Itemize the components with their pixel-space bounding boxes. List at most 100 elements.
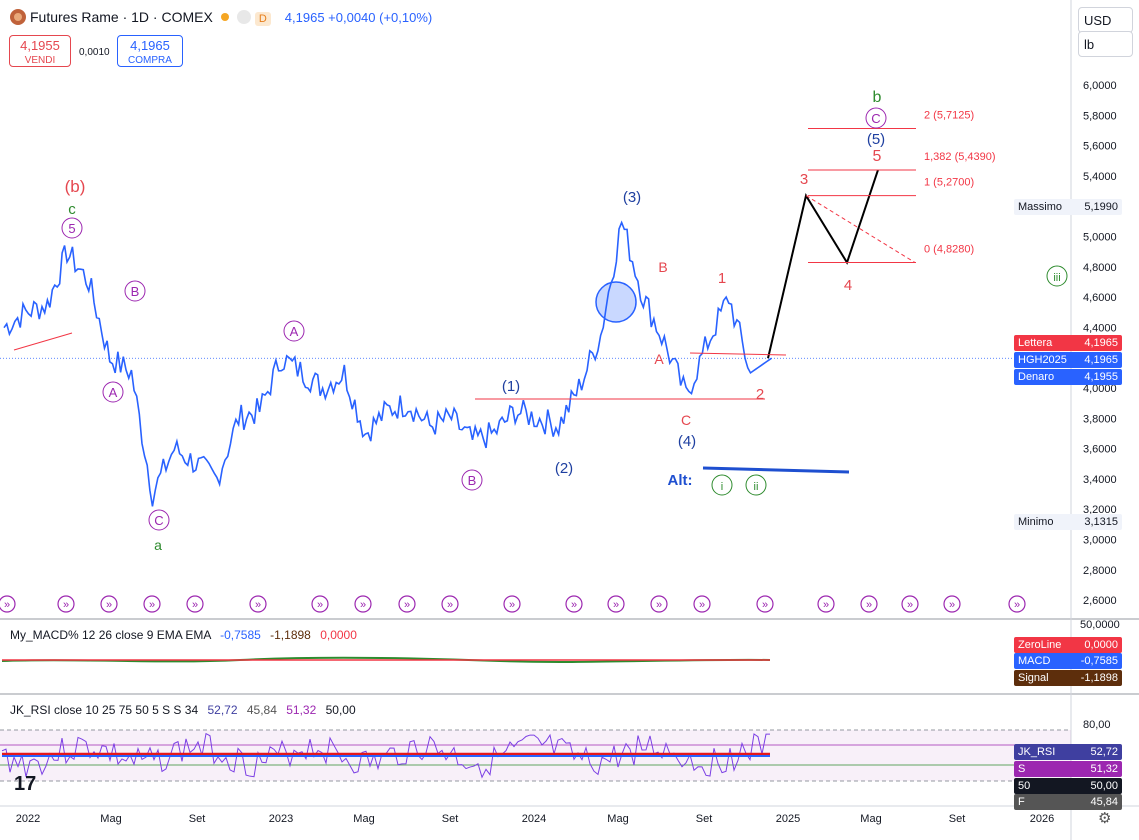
wave-label: c xyxy=(68,201,76,218)
event-icon xyxy=(943,595,961,613)
time-tick: Mag xyxy=(860,813,881,825)
wave-label: 3 xyxy=(800,171,808,188)
wave-label: (b) xyxy=(65,177,86,196)
event-icon xyxy=(100,595,118,613)
wave-circle xyxy=(745,474,767,496)
chart-title: Futures Rame · 1D · COMEX xyxy=(30,9,213,25)
price-label: Denaro 4,1955 xyxy=(1014,369,1122,385)
wave-label: (4) xyxy=(678,433,696,450)
wave-label: C xyxy=(871,111,880,126)
macd-value-3: 0,0000 xyxy=(320,628,357,642)
fib-label: 1 (5,2700) xyxy=(924,177,974,189)
wave-label: 4 xyxy=(844,277,852,294)
wave-circle xyxy=(461,469,483,491)
time-tick: Set xyxy=(442,813,459,825)
price-tick: 4,0000 xyxy=(1083,383,1117,395)
wave-circle xyxy=(102,381,124,403)
macd-value-2: -1,1898 xyxy=(270,628,311,642)
price-tick: 6,0000 xyxy=(1083,80,1117,92)
event-icon xyxy=(57,595,75,613)
price-label: Lettera 4,1965 xyxy=(1014,335,1122,351)
wave-label: i xyxy=(721,481,723,493)
spread-value: 0,0010 xyxy=(79,47,110,58)
price-tick: 3,8000 xyxy=(1083,413,1117,425)
settings-gear-icon[interactable]: ⚙ xyxy=(1098,810,1112,827)
wave-label: B xyxy=(131,284,140,299)
event-icon xyxy=(249,595,267,613)
price-tick: 4,4000 xyxy=(1083,322,1117,334)
event-icon: » xyxy=(823,599,829,611)
price-tick: 3,2000 xyxy=(1083,504,1117,516)
time-tick: 2024 xyxy=(522,813,546,825)
event-icon: » xyxy=(866,599,872,611)
macd-title: My_MACD% 12 26 close 9 EMA EMA xyxy=(10,628,211,642)
wave-label: A xyxy=(654,351,664,367)
event-icon: » xyxy=(1014,599,1020,611)
rsi-label: S 51,32 xyxy=(1014,761,1122,777)
sell-button[interactable]: 4,1955 VENDI xyxy=(9,35,71,67)
wave-label: B xyxy=(468,473,477,488)
rsi-label: 50 50,00 xyxy=(1014,778,1122,794)
wave-label: ii xyxy=(754,481,759,493)
sell-price: 4,1955 xyxy=(20,38,60,53)
highlight-circle xyxy=(595,281,637,323)
macd-title-row: My_MACD% 12 26 close 9 EMA EMA -0,7585 -… xyxy=(10,628,357,642)
wave-label: (2) xyxy=(555,460,573,477)
time-tick: Mag xyxy=(353,813,374,825)
wave-label: C xyxy=(154,513,163,528)
wave-label: B xyxy=(658,259,667,275)
status-dot-icon xyxy=(220,13,229,21)
price-tick: 3,0000 xyxy=(1083,535,1117,547)
event-icon: » xyxy=(317,599,323,611)
wave-label: 5 xyxy=(873,148,882,165)
event-icon xyxy=(693,595,711,613)
wave-label: 1 xyxy=(718,270,726,287)
quote-text: 4,1965 +0,0040 (+0,10%) xyxy=(284,10,433,25)
currency-select[interactable]: USD xyxy=(1078,7,1133,33)
wave-circle xyxy=(865,107,887,129)
event-icon xyxy=(817,595,835,613)
price-tick: 4,6000 xyxy=(1083,292,1117,304)
projection-dashed xyxy=(805,195,916,263)
macd-histogram xyxy=(1,656,771,663)
buy-button[interactable]: 4,1965 COMPRA xyxy=(117,35,183,67)
time-tick: Set xyxy=(696,813,713,825)
rsi-value-2: 45,84 xyxy=(246,703,277,717)
time-tick: Mag xyxy=(100,813,121,825)
wave-label: (5) xyxy=(867,131,885,148)
event-icon xyxy=(503,595,521,613)
time-tick: Set xyxy=(189,813,206,825)
buy-label: COMPRA xyxy=(128,55,172,66)
wave-circle xyxy=(283,320,305,342)
wave-label: (1) xyxy=(502,378,520,395)
event-icon: » xyxy=(613,599,619,611)
projection-path xyxy=(767,169,879,359)
buy-price: 4,1965 xyxy=(130,38,170,53)
macd-value-1: -0,7585 xyxy=(220,628,261,642)
sell-label: VENDI xyxy=(24,55,56,66)
price-tick: 5,8000 xyxy=(1083,110,1117,122)
rsi-value-3: 51,32 xyxy=(286,703,317,717)
delayed-badge: D xyxy=(254,12,271,26)
event-icon: » xyxy=(255,599,261,611)
price-label: Massimo 5,1990 xyxy=(1014,199,1122,215)
symbol-header[interactable]: Futures Rame · 1D · COMEX D 4,1965 +0,0040… xyxy=(10,9,432,26)
time-tick: 2023 xyxy=(269,813,293,825)
wave-circle xyxy=(148,509,170,531)
wave-label: Alt: xyxy=(668,472,693,489)
price-tick: 4,8000 xyxy=(1083,262,1117,274)
price-label: HGH2025 4,1965 xyxy=(1014,352,1122,368)
wave-label: a xyxy=(154,537,162,553)
event-icon: » xyxy=(63,599,69,611)
event-icon: » xyxy=(656,599,662,611)
rsi-axis-tick: 80,00 xyxy=(1083,719,1111,731)
event-icon: » xyxy=(699,599,705,611)
macd-label: MACD -0,7585 xyxy=(1014,653,1122,669)
price-label: Minimo 3,1315 xyxy=(1014,514,1122,530)
event-icon xyxy=(650,595,668,613)
price-tick: 5,4000 xyxy=(1083,171,1117,183)
unit-select[interactable]: lb xyxy=(1078,31,1133,57)
event-icon: » xyxy=(360,599,366,611)
wave-circle xyxy=(1046,265,1068,287)
